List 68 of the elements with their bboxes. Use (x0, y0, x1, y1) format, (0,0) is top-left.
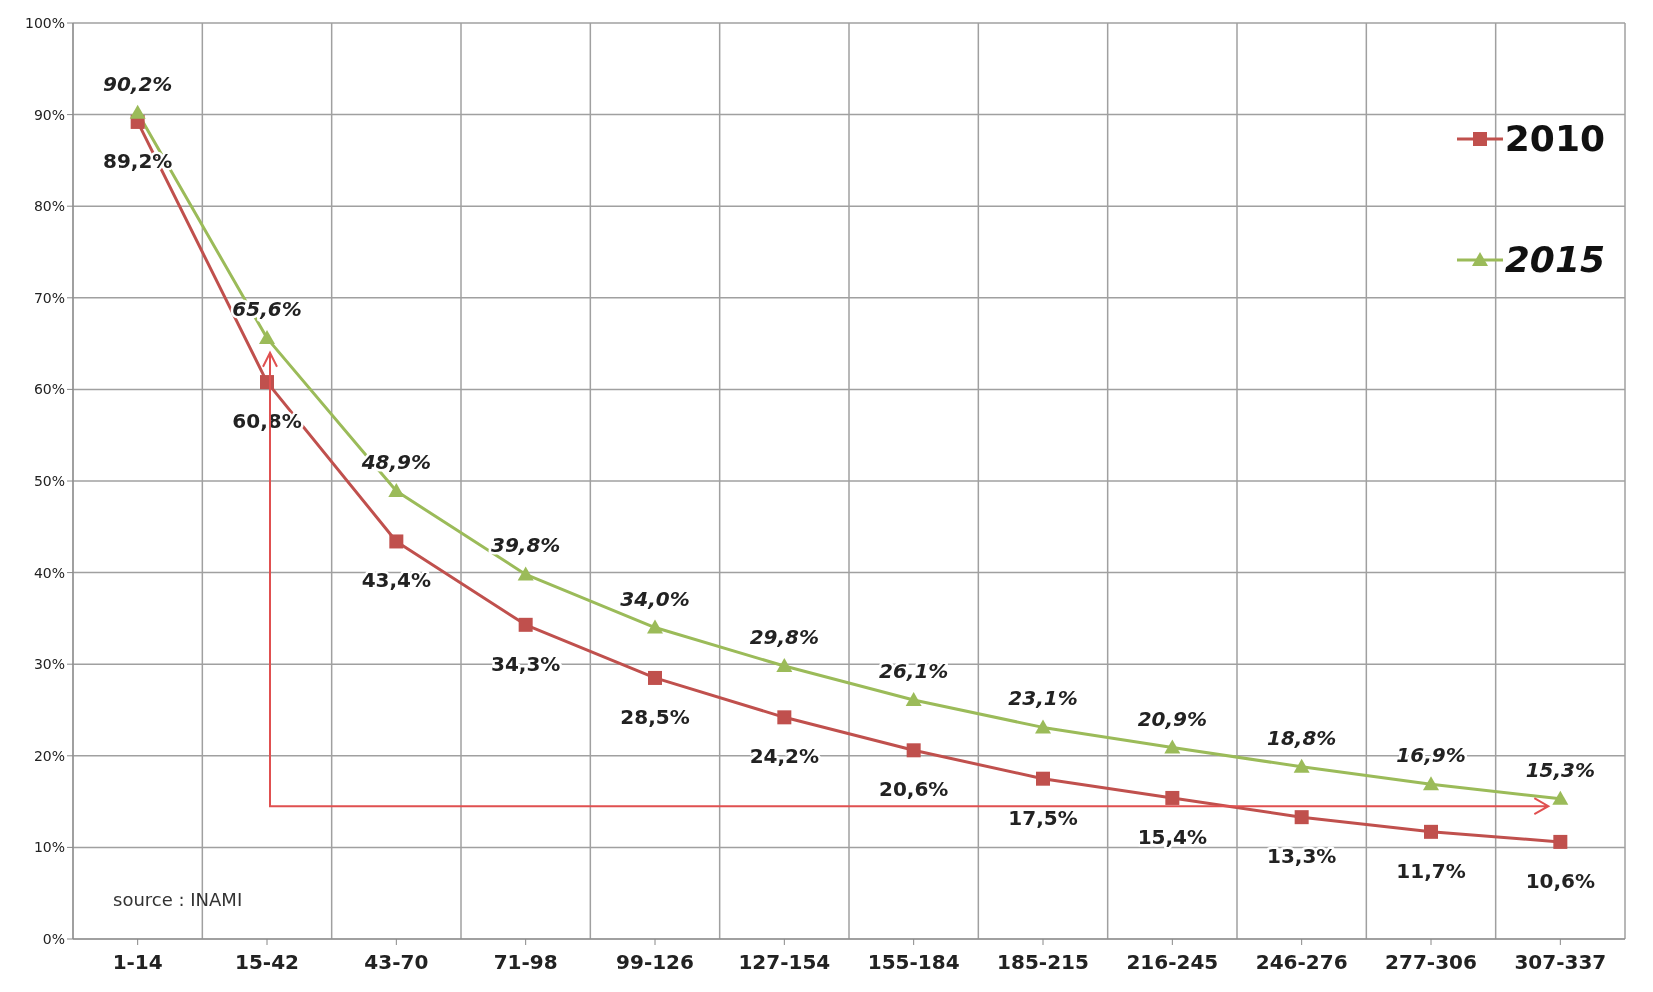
data-label: 15,4% (1137, 824, 1208, 849)
data-label: 24,2% (749, 744, 820, 769)
y-tick-label: 100% (24, 14, 65, 31)
point (647, 619, 663, 634)
data-label: 39,8% (490, 533, 561, 558)
point (1293, 758, 1310, 773)
data-label: 20,6% (878, 777, 949, 802)
data-label: 90,2% (102, 71, 173, 96)
x-tick-label: 185-215 (997, 950, 1089, 975)
data-label: 29,8% (749, 625, 820, 650)
point (389, 534, 404, 549)
point (129, 104, 146, 119)
data-label: 13,3% (1266, 844, 1337, 869)
point (259, 330, 275, 345)
y-tick-label: 20% (33, 747, 65, 764)
point (648, 670, 662, 685)
y-tick-label: 10% (33, 839, 65, 856)
x-tick-label: 127-154 (738, 950, 831, 975)
point (388, 483, 405, 498)
y-tick-label: 0% (42, 930, 65, 947)
point (906, 743, 921, 758)
data-label: 11,7% (1396, 858, 1466, 883)
data-label: 16,9% (1396, 743, 1466, 768)
x-tick-label: 216-245 (1126, 950, 1219, 975)
data-label: 15,3% (1525, 757, 1596, 782)
data-label: 18,8% (1266, 725, 1337, 750)
data-label: 28,5% (620, 704, 690, 729)
point (1553, 834, 1568, 849)
x-tick-label: 1-14 (112, 950, 163, 975)
point (905, 691, 922, 706)
y-tick-label: 30% (33, 656, 65, 673)
point (1165, 790, 1180, 805)
point (518, 617, 533, 632)
point (1035, 719, 1051, 734)
y-tick-label: 70% (33, 289, 65, 306)
x-tick-label: 43-70 (364, 950, 429, 975)
y-tick-label: 80% (33, 198, 65, 215)
y-tick-label: 40% (33, 564, 65, 581)
legend-label: 2010 (1504, 118, 1605, 159)
point (1036, 771, 1050, 786)
x-tick-label: 246-276 (1255, 950, 1348, 975)
point (1424, 824, 1438, 839)
point (776, 658, 793, 673)
x-tick-label: 71-98 (493, 950, 558, 975)
data-label: 10,6% (1525, 868, 1596, 893)
y-tick-label: 90% (33, 106, 65, 123)
data-label: 20,9% (1137, 706, 1208, 731)
point (1164, 739, 1181, 754)
y-tick-label: 50% (33, 472, 65, 489)
point (1423, 776, 1439, 791)
data-label: 34,0% (620, 586, 690, 611)
data-label: 23,1% (1008, 686, 1078, 711)
y-tick-label: 60% (33, 381, 65, 398)
data-label: 34,3% (490, 651, 561, 676)
x-tick-label: 155-184 (867, 950, 960, 975)
point (1294, 810, 1309, 825)
data-label: 17,5% (1008, 805, 1078, 830)
point (777, 710, 792, 725)
data-label: 43,4% (361, 568, 432, 593)
point (517, 566, 534, 581)
x-tick-label: 277-306 (1385, 950, 1477, 975)
x-tick-label: 15-42 (235, 950, 299, 975)
x-tick-label: 307-337 (1514, 950, 1607, 975)
data-label: 26,1% (878, 658, 949, 683)
legend-label: 2015 (1504, 239, 1605, 280)
point (1552, 790, 1569, 805)
x-tick-label: 99-126 (616, 950, 694, 975)
annotation: source : INAMI (113, 889, 243, 910)
